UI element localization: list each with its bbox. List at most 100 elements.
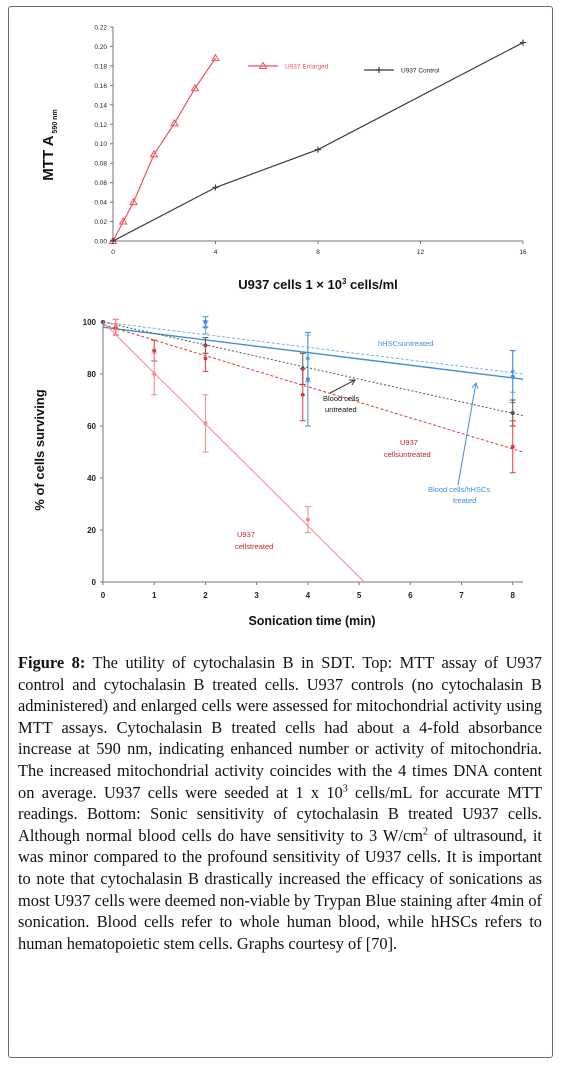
treated-arrowhead [471,381,479,390]
survival-data-point [510,411,515,415]
survival-trend-line [102,321,524,375]
mtt-y-tick-label: 0.14 [94,102,107,109]
mtt-y-ticks: 0.00 0.02 0.04 0.06 0.08 0.10 0.12 0.14 0.16 0.18… [94,25,113,246]
survival-x-ticks: 0 1 2 3 4 5 6 7 8 [101,582,516,600]
mtt-y-tick-label: 0.04 [94,200,107,207]
mtt-x-axis-label-sup: 3 [342,277,347,286]
blood-cells-arrow [329,379,356,394]
survival-data-point [113,322,118,327]
mtt-chart: 0.00 0.02 0.04 0.06 0.08 0.10 0.12 0.14 0.16 0.18… [40,25,527,293]
survival-y-ticks: 0 20 40 60 80 100 [83,318,103,587]
mtt-series-line [112,42,524,242]
caption-text-2: cells/mL for accurate MTT readings. Bott… [18,782,542,845]
survival-x-tick-label: 2 [203,591,208,600]
mtt-series-line [112,57,216,242]
mtt-data-point [118,217,128,225]
survival-trend-line [102,324,524,453]
survival-data-point [300,392,305,397]
survival-x-tick-label: 0 [101,591,106,600]
mtt-x-axis-label-tail: cells/ml [346,277,397,292]
mtt-x-tick-label: 12 [417,249,425,256]
survival-trend-line [102,326,524,380]
mtt-data-point [129,197,138,206]
survival-annotation: U937 [400,438,418,447]
figure-caption: Figure 8: The utility of cytochalasin B … [18,652,542,954]
mtt-x-tick-label: 8 [316,249,320,256]
mtt-y-tick-label: 0.02 [94,219,107,226]
survival-x-tick-label: 8 [511,591,516,600]
survival-data-point [152,348,157,353]
figure-frame [8,6,553,1058]
caption-text-1: The utility of cytochalasin B in SDT. To… [18,653,542,802]
mtt-legend-label: U937 Control [401,68,440,75]
mtt-y-axis-label: MTT A 590 nm [40,109,59,180]
mtt-legend-label: U937 Enlarged [285,64,329,71]
survival-x-tick-label: 3 [254,591,259,600]
survival-y-axis-label: % of cells surviving [32,389,47,510]
survival-annotation: cellsuntreated [384,450,431,459]
mtt-data-point [149,149,159,158]
survival-x-tick-label: 5 [357,591,362,600]
mtt-data-point [110,238,116,244]
treated-arrow [457,382,477,486]
caption-sup-1: 3 [342,783,348,795]
mtt-data-point [170,118,179,127]
survival-data-point [510,374,515,379]
survival-x-axis-label: Sonication time (min) [248,614,375,628]
mtt-legend-marker [258,61,268,69]
mtt-x-tick-label: 4 [214,249,218,256]
mtt-y-tick-label: 0.16 [94,83,107,90]
survival-x-tick-label: 6 [408,591,413,600]
mtt-y-tick-label: 0.06 [94,180,107,187]
survival-annotations: hHSCsuntreated Blood cells untreated U937 ce… [235,339,490,551]
mtt-x-ticks: 0 4 8 12 16 [111,241,527,256]
mtt-y-tick-label: 0.10 [94,141,107,148]
survival-trend-line [102,321,365,583]
survival-annotation: cellstreated [235,542,273,551]
mtt-data-point [190,83,200,92]
survival-y-tick-label: 60 [87,422,96,431]
survival-annotation: untreated [325,405,357,414]
mtt-y-tick-label: 0.00 [94,239,107,246]
mtt-y-tick-label: 0.20 [94,44,107,51]
survival-annotation: hHSCsuntreated [378,339,433,348]
survival-y-tick-label: 0 [92,578,97,587]
mtt-legend-marker [376,67,382,73]
survival-x-tick-label: 1 [152,591,157,600]
survival-data-point [203,421,208,426]
mtt-x-tick-label: 0 [111,249,115,256]
mtt-x-tick-label: 16 [519,249,527,256]
caption-text-3: of ultrasound, it was minor compared to … [18,825,542,953]
survival-data-point [152,372,157,376]
mtt-data-point [212,184,219,191]
survival-y-tick-label: 100 [83,318,97,327]
mtt-x-axis-label: U937 cells 1 × 103 cells/ml [238,277,398,292]
survival-x-tick-label: 7 [459,591,464,600]
mtt-y-axis-label-sub: 590 nm [52,109,59,133]
survival-data-point [305,377,310,382]
mtt-data-point [315,146,321,153]
survival-annotation: Blood cells/hHSCs [428,485,490,494]
survival-data-point [203,320,208,324]
caption-sup-2: 2 [422,826,428,838]
survival-x-tick-label: 4 [306,591,311,600]
survival-data-point [203,356,208,361]
survival-series [101,316,524,583]
mtt-y-tick-label: 0.08 [94,161,107,168]
mtt-series [108,39,526,244]
mtt-y-tick-label: 0.22 [94,25,107,32]
survival-data-point [305,517,310,522]
survival-y-tick-label: 20 [87,526,96,535]
caption-label: Figure 8: [18,653,86,672]
blood-cells-arrowhead [349,379,356,386]
survival-axes [102,322,523,583]
survival-y-tick-label: 40 [87,474,96,483]
mtt-x-axis-label-main: U937 cells 1 × 10 [238,277,342,292]
survival-annotation: treated [453,496,476,505]
mtt-y-tick-label: 0.12 [94,122,107,129]
mtt-y-axis-label-main: MTT A [40,135,57,180]
survival-chart: 0 20 40 60 80 100 0 1 2 3 4 5 6 7 8 hHSCsuntreated Blo… [32,316,524,628]
mtt-data-point [211,53,220,62]
survival-annotation: Blood cells [323,394,360,403]
mtt-data-point [520,39,526,46]
